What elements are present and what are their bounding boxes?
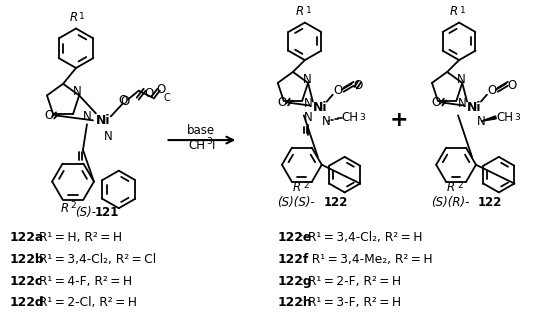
Text: N: N (456, 73, 465, 87)
Text: N: N (82, 110, 91, 123)
Text: O: O (277, 96, 287, 109)
Text: N: N (103, 130, 112, 143)
Text: 3: 3 (514, 113, 520, 122)
Text: CH: CH (496, 111, 513, 124)
Text: N: N (73, 85, 81, 98)
Text: O: O (45, 109, 54, 122)
Text: base: base (188, 124, 216, 137)
Text: CH: CH (342, 111, 359, 124)
Text: : R¹ = 4-F, R² = H: : R¹ = 4-F, R² = H (31, 275, 133, 288)
Text: +: + (390, 110, 409, 130)
Text: N: N (458, 97, 466, 110)
Text: R: R (296, 5, 304, 18)
Text: I: I (212, 139, 215, 152)
Text: 2: 2 (70, 201, 76, 210)
Text: : R¹ = 2-Cl, R² = H: : R¹ = 2-Cl, R² = H (31, 297, 138, 310)
Text: 2: 2 (303, 181, 309, 190)
Text: O: O (487, 84, 497, 97)
Text: 1: 1 (79, 12, 85, 21)
Text: 3: 3 (206, 137, 212, 146)
Text: 2: 2 (457, 181, 463, 190)
Text: CH: CH (188, 139, 205, 152)
Text: O: O (432, 96, 441, 109)
Text: 1: 1 (306, 6, 312, 15)
Text: R: R (70, 11, 78, 24)
Text: 122a: 122a (9, 231, 43, 244)
Text: 122g: 122g (278, 275, 312, 288)
Text: Ni: Ni (467, 101, 481, 114)
Text: 1: 1 (460, 6, 466, 15)
Text: O: O (333, 84, 342, 97)
Text: 122f: 122f (278, 253, 309, 266)
Text: 121: 121 (95, 206, 119, 219)
Text: O: O (507, 79, 516, 92)
Text: O: O (156, 83, 165, 96)
Text: 122: 122 (323, 196, 348, 209)
Text: : R¹ = 3,4-Cl₂, R² = Cl: : R¹ = 3,4-Cl₂, R² = Cl (31, 253, 156, 266)
Text: O: O (353, 79, 362, 92)
Text: : R¹ = 3,4-Cl₂, R² = H: : R¹ = 3,4-Cl₂, R² = H (300, 231, 422, 244)
Text: N: N (322, 115, 331, 128)
Text: N: N (302, 73, 311, 87)
Text: : R¹ = 3,4-Me₂, R² = H: : R¹ = 3,4-Me₂, R² = H (300, 253, 432, 266)
Text: (S)-: (S)- (75, 206, 96, 219)
Text: : R¹ = H, R² = H: : R¹ = H, R² = H (31, 231, 122, 244)
Text: 122: 122 (477, 196, 502, 209)
Text: 3: 3 (360, 113, 365, 122)
Text: N: N (477, 115, 485, 128)
Text: 122c: 122c (9, 275, 42, 288)
Text: 122e: 122e (278, 231, 312, 244)
Text: 122h: 122h (278, 297, 312, 310)
Text: R: R (447, 181, 455, 194)
Text: O: O (120, 95, 129, 108)
Text: C: C (163, 93, 170, 103)
Text: N: N (304, 111, 312, 124)
Text: R: R (293, 181, 301, 194)
Text: R: R (450, 5, 458, 18)
Text: O: O (144, 87, 153, 100)
Text: Ni: Ni (312, 101, 327, 114)
Text: N: N (304, 97, 312, 110)
Text: 122b: 122b (9, 253, 44, 266)
Text: 122d: 122d (9, 297, 44, 310)
Polygon shape (481, 116, 496, 121)
Text: : R¹ = 2-F, R² = H: : R¹ = 2-F, R² = H (300, 275, 401, 288)
Text: Ni: Ni (96, 114, 110, 127)
Text: : R¹ = 3-F, R² = H: : R¹ = 3-F, R² = H (300, 297, 401, 310)
Text: (S)(R)-: (S)(R)- (431, 196, 469, 209)
Text: (S)(S)-: (S)(S)- (277, 196, 315, 209)
Text: O: O (118, 94, 128, 107)
Text: R: R (61, 202, 69, 215)
